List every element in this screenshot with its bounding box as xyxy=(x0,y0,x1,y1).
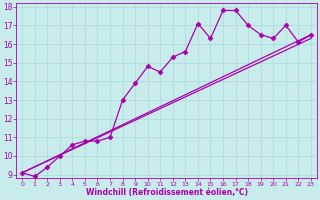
X-axis label: Windchill (Refroidissement éolien,°C): Windchill (Refroidissement éolien,°C) xyxy=(85,188,248,197)
